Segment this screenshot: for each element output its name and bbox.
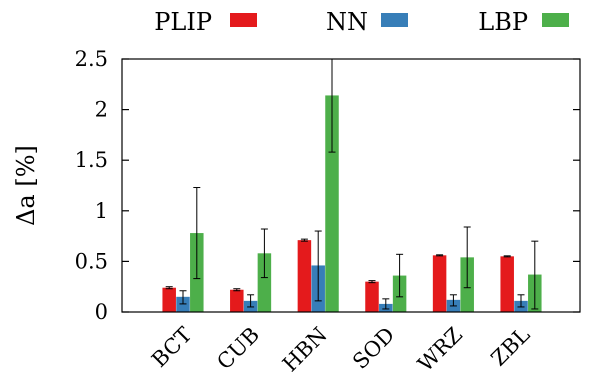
y-axis-label: Δa [%] xyxy=(12,145,40,226)
x-category-label: SOD xyxy=(348,323,399,374)
bar-plip-cub xyxy=(230,289,244,312)
plot-frame xyxy=(121,58,581,313)
bar-lbp-hbn xyxy=(325,95,339,312)
bar-plip-zbl xyxy=(500,256,514,312)
x-labels-group: BCT CUB HBN SOD WRZ ZBL xyxy=(147,323,534,377)
x-category-label: ZBL xyxy=(486,323,534,371)
x-category-label: WRZ xyxy=(413,323,467,377)
y-tick-label: 0.5 xyxy=(75,249,108,273)
y-tick-label: 2.5 xyxy=(75,47,108,71)
y-tick-label: 0 xyxy=(95,300,108,324)
bar-plip-wrz xyxy=(432,255,447,312)
axes-group xyxy=(121,58,581,313)
legend-swatch-nn xyxy=(381,13,408,27)
legend: PLIP NN LBP xyxy=(154,8,569,36)
bar-lbp-cub xyxy=(257,253,272,312)
legend-label-nn: NN xyxy=(326,8,368,36)
y-ticks-group: 0 0.5 1 1.5 2 2.5 xyxy=(75,47,580,324)
y-tick-label: 1 xyxy=(95,199,108,223)
x-category-label: HBN xyxy=(278,323,332,377)
legend-label-lbp: LBP xyxy=(478,8,528,36)
bars-group xyxy=(162,95,542,312)
legend-swatch-lbp xyxy=(542,13,569,27)
bar-plip-bct xyxy=(162,287,176,312)
bar-nn-bct xyxy=(176,296,190,312)
x-category-label: BCT xyxy=(147,323,196,372)
y-tick-label: 2 xyxy=(95,98,108,122)
legend-label-plip: PLIP xyxy=(154,8,212,36)
bar-plip-sod xyxy=(365,281,379,312)
y-tick-label: 1.5 xyxy=(75,148,108,172)
error-bars-group xyxy=(165,59,539,310)
bar-plip-hbn xyxy=(297,240,312,312)
legend-swatch-plip xyxy=(230,13,257,27)
x-category-label: CUB xyxy=(212,323,264,375)
